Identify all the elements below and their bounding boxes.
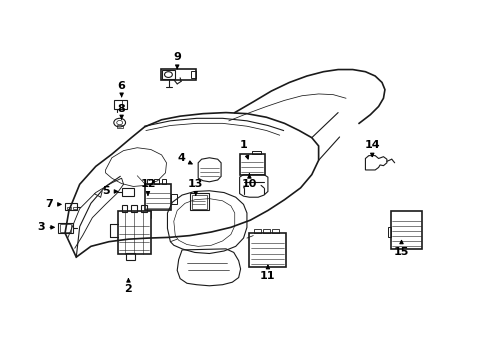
Bar — [191, 195, 207, 209]
Bar — [66, 207, 71, 210]
Bar — [58, 223, 73, 233]
Bar — [114, 100, 127, 109]
Text: 15: 15 — [393, 240, 408, 257]
Bar — [65, 203, 77, 211]
Text: 2: 2 — [124, 279, 132, 294]
Bar — [263, 229, 269, 233]
Bar — [251, 150, 260, 154]
Text: 12: 12 — [140, 179, 155, 195]
Bar — [122, 188, 134, 196]
Bar — [73, 207, 77, 210]
Bar — [190, 71, 195, 78]
Text: 8: 8 — [118, 104, 125, 120]
Text: 3: 3 — [37, 222, 54, 232]
Bar — [141, 205, 147, 212]
Bar — [249, 233, 285, 267]
Bar — [161, 179, 166, 184]
Text: 11: 11 — [260, 265, 275, 281]
Text: 14: 14 — [364, 140, 379, 157]
Bar — [189, 193, 209, 211]
Text: 9: 9 — [173, 52, 181, 68]
Text: 1: 1 — [239, 140, 248, 159]
Bar — [118, 211, 151, 253]
Bar — [161, 70, 175, 79]
Bar — [390, 211, 422, 249]
Bar — [160, 69, 195, 80]
Text: 5: 5 — [102, 186, 118, 197]
Bar — [144, 184, 171, 211]
Bar — [154, 179, 159, 184]
Text: 7: 7 — [45, 199, 61, 210]
Text: 10: 10 — [241, 174, 257, 189]
Bar — [239, 154, 264, 175]
Bar — [122, 205, 127, 212]
Text: 13: 13 — [188, 179, 203, 195]
Bar — [271, 229, 278, 233]
Text: 6: 6 — [118, 81, 125, 97]
Text: 4: 4 — [177, 153, 192, 164]
Bar — [131, 205, 137, 212]
Bar — [171, 194, 177, 204]
Bar — [60, 225, 71, 231]
Bar — [117, 125, 122, 128]
Bar — [126, 253, 135, 260]
Bar — [147, 179, 152, 184]
Bar — [254, 229, 261, 233]
Bar — [387, 226, 390, 237]
